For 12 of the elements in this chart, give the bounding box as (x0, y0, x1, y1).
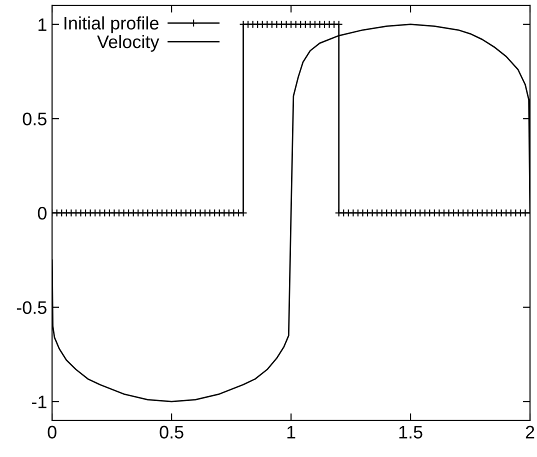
y-tick-label: 1 (38, 18, 46, 31)
x-tick-label: 0.5 (160, 426, 184, 439)
x-tick-label: 2 (526, 426, 534, 438)
legend-label: Initial profile (64, 16, 158, 34)
y-tick-label: 0.5 (22, 112, 46, 126)
x-tick-label: 1 (287, 426, 296, 438)
y-tick-label: -0.5 (16, 301, 46, 314)
legend-label: Velocity (97, 34, 160, 52)
y-tick-label: -1 (32, 396, 46, 408)
x-tick-label: 1.5 (399, 426, 422, 439)
y-tick-label: 0 (38, 206, 47, 220)
x-tick-label: 0 (48, 426, 56, 439)
